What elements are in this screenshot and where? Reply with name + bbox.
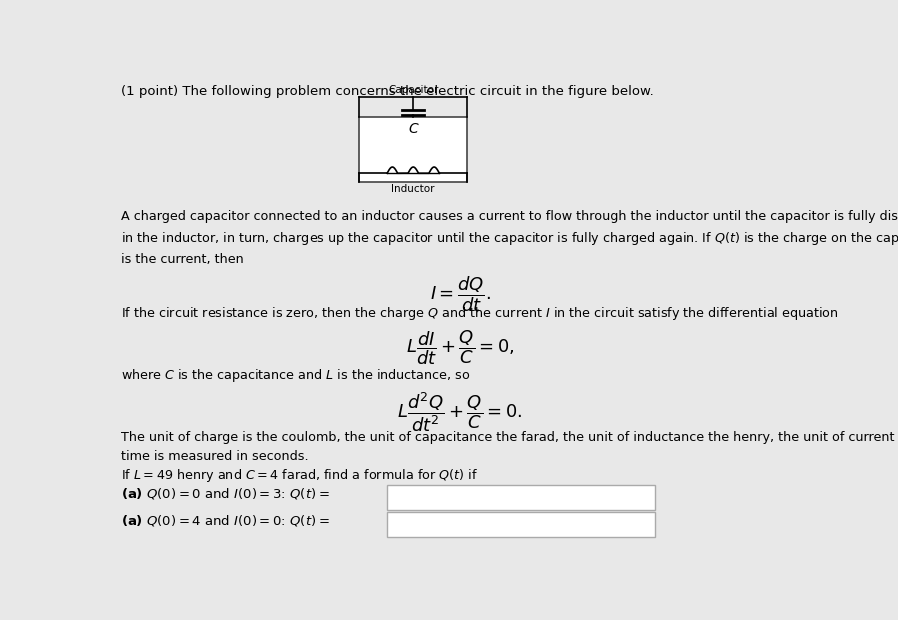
Text: If $L = 49$ henry and $C = 4$ farad, find a formula for $Q(t)$ if: If $L = 49$ henry and $C = 4$ farad, fin…	[120, 467, 478, 484]
Text: The unit of charge is the coulomb, the unit of capacitance the farad, the unit o: The unit of charge is the coulomb, the u…	[120, 432, 898, 463]
Bar	[359, 117, 467, 182]
Text: $\mathbf{(a)}$ $Q(0) = 0$ and $I(0) = 3$: $Q(t) =$: $\mathbf{(a)}$ $Q(0) = 0$ and $I(0) = 3$…	[120, 486, 330, 501]
Text: $L\dfrac{dI}{dt} + \dfrac{Q}{C} = 0,$: $L\dfrac{dI}{dt} + \dfrac{Q}{C} = 0,$	[406, 329, 515, 367]
Text: $L\dfrac{d^2Q}{dt^2} + \dfrac{Q}{C} = 0.$: $L\dfrac{d^2Q}{dt^2} + \dfrac{Q}{C} = 0.…	[398, 391, 523, 434]
Text: Capacitor: Capacitor	[388, 86, 438, 95]
Text: A charged capacitor connected to an inductor causes a current to flow through th: A charged capacitor connected to an indu…	[120, 210, 898, 265]
Text: (1 point) The following problem concerns the electric circuit in the figure belo: (1 point) The following problem concerns…	[120, 85, 654, 98]
Text: If the circuit resistance is zero, then the charge $Q$ and the current $I$ in th: If the circuit resistance is zero, then …	[120, 304, 838, 322]
Text: Inductor: Inductor	[392, 184, 435, 194]
Text: $I = \dfrac{dQ}{dt}.$: $I = \dfrac{dQ}{dt}.$	[430, 274, 490, 314]
Text: where $C$ is the capacitance and $L$ is the inductance, so: where $C$ is the capacitance and $L$ is …	[120, 366, 471, 384]
Bar	[387, 512, 656, 536]
Text: $\mathbf{(a)}$ $Q(0) = 4$ and $I(0) = 0$: $Q(t) =$: $\mathbf{(a)}$ $Q(0) = 4$ and $I(0) = 0$…	[120, 513, 330, 528]
Bar	[387, 485, 656, 510]
Text: C: C	[409, 122, 418, 136]
